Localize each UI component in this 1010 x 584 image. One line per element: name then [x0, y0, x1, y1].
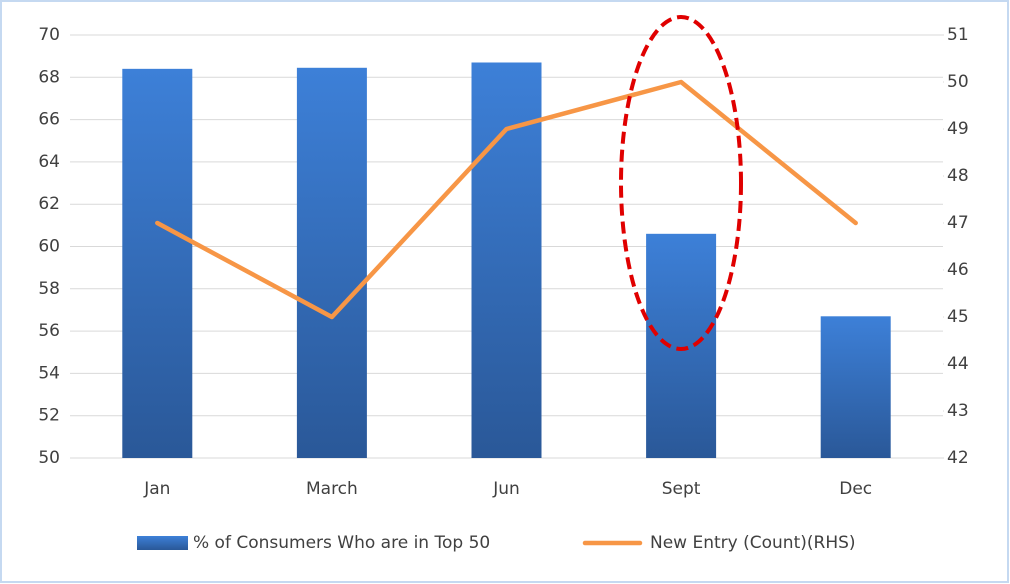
x-tick-label: Jan	[143, 479, 170, 499]
y2-tick-label: 48	[947, 166, 969, 186]
highlight-ellipse	[619, 15, 743, 351]
y2-tick-label: 46	[947, 260, 969, 280]
y-tick-label: 52	[38, 406, 60, 426]
labels: 50 52 54 56 58 60 62 64 66 68 70 42 43 44 45 46 47 48 49 50…	[38, 25, 968, 553]
bar	[296, 67, 367, 458]
legend-label: % of Consumers Who are in Top 50	[193, 533, 490, 553]
y2-tick-label: 49	[947, 119, 969, 139]
x-tick-label: Sept	[662, 479, 701, 499]
x-tick-label: Jun	[492, 479, 520, 499]
y2-tick-label: 45	[947, 307, 969, 327]
y-tick-label: 68	[38, 67, 60, 87]
y-tick-label: 60	[38, 237, 60, 257]
bar	[646, 233, 717, 458]
y-tick-label: 56	[38, 321, 60, 341]
y-tick-label: 70	[38, 25, 60, 45]
legend-label: New Entry (Count)(RHS)	[650, 533, 856, 553]
y-tick-label: 58	[38, 279, 60, 299]
y2-tick-label: 51	[947, 25, 969, 45]
y2-tick-label: 50	[947, 72, 969, 92]
y2-tick-label: 42	[947, 448, 969, 468]
x-tick-label: March	[306, 479, 358, 499]
legend-swatch	[137, 536, 188, 550]
x-tick-label: Dec	[839, 479, 872, 499]
y2-tick-label: 44	[947, 354, 969, 374]
y-tick-label: 54	[38, 363, 60, 383]
y-tick-label: 62	[38, 194, 60, 214]
marks	[122, 62, 891, 459]
y-tick-label: 50	[38, 448, 60, 468]
bar	[122, 68, 193, 458]
y-tick-label: 64	[38, 152, 60, 172]
y2-tick-label: 43	[947, 401, 969, 421]
y2-tick-label: 47	[947, 213, 969, 233]
y-tick-label: 66	[38, 110, 60, 130]
bar	[820, 316, 891, 458]
